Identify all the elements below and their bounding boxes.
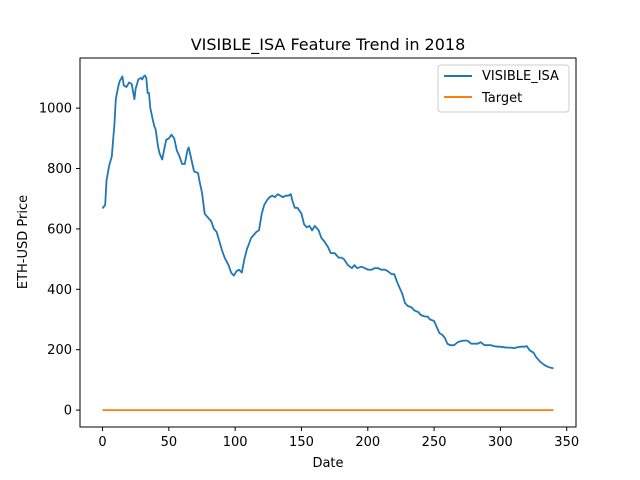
x-tick-label: 150 bbox=[289, 435, 314, 450]
y-tick-label: 600 bbox=[47, 222, 72, 237]
y-tick-label: 800 bbox=[47, 162, 72, 177]
series-line-visible-isa bbox=[101, 74, 554, 370]
y-tick-label: 0 bbox=[64, 404, 72, 419]
y-axis-label: ETH-USD Price bbox=[16, 195, 31, 289]
y-axis: 0 200 400 600 800 1000 bbox=[39, 102, 80, 419]
legend: VISIBLE_ISA Target bbox=[437, 64, 570, 113]
axes-frame bbox=[79, 57, 577, 428]
x-tick-label: 250 bbox=[422, 435, 447, 450]
x-tick-label: 200 bbox=[355, 435, 380, 450]
x-axis-label: Date bbox=[312, 456, 343, 471]
y-tick-label: 200 bbox=[47, 343, 72, 358]
chart-title: VISIBLE_ISA Feature Trend in 2018 bbox=[191, 35, 466, 55]
plot-area bbox=[79, 57, 577, 428]
legend-label-visible-isa: VISIBLE_ISA bbox=[482, 69, 559, 84]
x-tick-label: 350 bbox=[554, 435, 579, 450]
x-tick-label: 300 bbox=[488, 435, 513, 450]
series-layer bbox=[101, 74, 554, 412]
x-tick-label: 50 bbox=[161, 435, 178, 450]
y-tick-label: 1000 bbox=[39, 102, 72, 117]
x-tick-label: 100 bbox=[223, 435, 248, 450]
legend-label-target: Target bbox=[481, 91, 522, 106]
y-tick-label: 400 bbox=[47, 283, 72, 298]
x-axis: 0 50 100 150 200 250 300 350 bbox=[98, 427, 579, 450]
x-tick-label: 0 bbox=[98, 435, 106, 450]
